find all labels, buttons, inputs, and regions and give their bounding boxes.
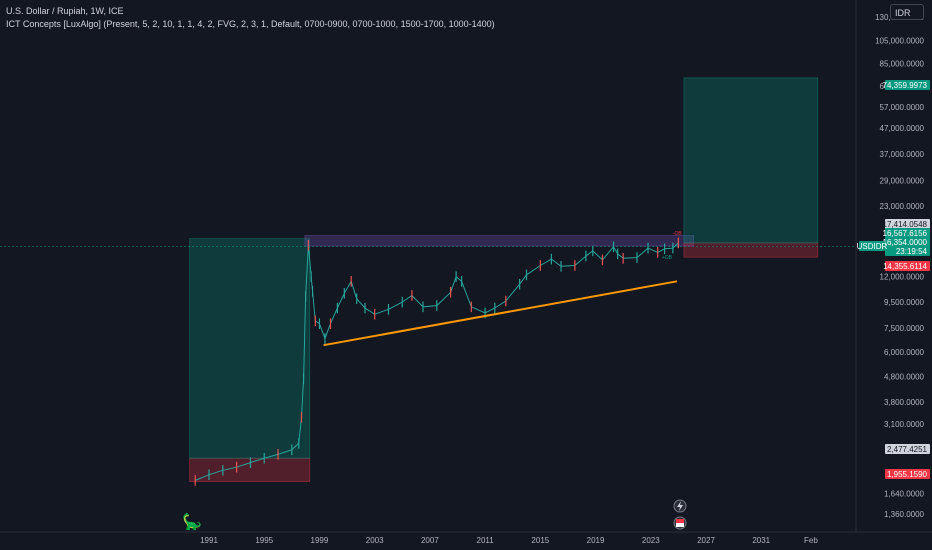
flag-icon-top	[676, 519, 684, 523]
price-tag-label: 1,955.1590	[887, 470, 928, 479]
price-tag: 14,355.6114	[883, 261, 930, 271]
price-tag-bg	[885, 228, 930, 238]
currency-selector[interactable]: IDR	[890, 4, 924, 20]
price-tag: 1,955.1590	[885, 469, 930, 479]
price-tag-bg	[885, 444, 930, 454]
price-tick-label: 47,000.0000	[880, 124, 925, 133]
annotations-layer: -OB +OB	[662, 231, 687, 530]
price-tag-label: 14,355.6114	[883, 262, 927, 271]
time-tick-label: 1999	[311, 536, 329, 545]
time-tick-label: 2011	[477, 536, 495, 545]
trendline[interactable]	[323, 280, 678, 347]
zone-box-1	[189, 238, 311, 459]
ob-label-1: +OB	[662, 255, 673, 261]
price-tick-label: 29,000.0000	[880, 177, 925, 186]
series-layer	[194, 237, 679, 486]
zone-box-3	[683, 242, 819, 258]
price-tick-label: 85,000.0000	[880, 59, 925, 68]
time-tick-label: 1995	[255, 536, 273, 545]
price-tick-label: 37,000.0000	[880, 150, 925, 159]
price-tick-label: 6,000.0000	[884, 348, 925, 357]
price-tick-label: 23,000.0000	[880, 202, 925, 211]
zone-box-4	[683, 77, 819, 244]
price-tag-bg	[885, 237, 930, 256]
price-tick-label: 1,360.0000	[884, 510, 925, 519]
price-tag-bg	[885, 469, 930, 479]
indicator-label[interactable]: ICT Concepts [LuxAlgo] (Present, 5, 2, 1…	[6, 19, 495, 29]
price-tag-label: 17,414.0548	[883, 220, 928, 229]
zone-box-0	[189, 457, 311, 482]
price-tick-label: 4,800.0000	[884, 373, 925, 382]
symbol-title[interactable]: U.S. Dollar / Rupiah, 1W, ICE	[6, 6, 124, 16]
price-tag-label: 16,354.0000	[883, 238, 928, 247]
price-tag-label: 74,359.9973	[883, 81, 928, 90]
price-tick-label: 7,500.0000	[884, 324, 925, 333]
price-tick-label: 3,800.0000	[884, 398, 925, 407]
price-tag: 17,414.0548	[883, 219, 930, 229]
time-tick-label: 2031	[752, 536, 770, 545]
zone-box-2	[304, 235, 694, 247]
symbol-tag-bg	[859, 241, 885, 251]
price-tick-label: 105,000.0000	[875, 36, 924, 45]
time-tick-label: 2019	[587, 536, 605, 545]
price-tag: 2,477.4251	[885, 444, 930, 454]
price-tag: 74,359.9973	[883, 80, 930, 90]
time-tick-label: Feb	[804, 536, 818, 545]
price-tag-label: 16,567.6156	[883, 229, 928, 238]
tradingview-logo-icon[interactable]: 🦕	[182, 514, 202, 531]
flag-icon-bottom	[676, 523, 684, 527]
price-axis-bg[interactable]	[856, 0, 932, 550]
price-tick-label: 1,640.0000	[884, 490, 925, 499]
countdown-label: 23:19:54	[896, 247, 928, 256]
time-tick-label: 2007	[421, 536, 439, 545]
time-tick-label: 2023	[642, 536, 660, 545]
chart-legend: U.S. Dollar / Rupiah, 1W, ICE ICT Concep…	[6, 5, 495, 31]
zone-boxes	[189, 77, 819, 482]
lightning-icon-glyph	[677, 501, 683, 511]
price-tag-label: 2,477.4251	[887, 445, 928, 454]
price-tag-bg	[885, 261, 930, 271]
ob-label-0: -OB	[673, 231, 683, 237]
symbol-tag-label: USDIDR	[857, 242, 888, 251]
price-tag-bg	[885, 219, 930, 229]
symbol-tag[interactable]: USDIDR	[857, 241, 888, 251]
price-tag-bg	[885, 80, 930, 90]
time-tick-label: 1991	[200, 536, 218, 545]
time-tick-label: 2015	[531, 536, 549, 545]
price-tags: 74,359.9973 17,414.054816,567.615616,354.…	[857, 80, 930, 479]
time-axis: 1991 1995 1999 2003 2007 2011 2015 2019 2023 2027…	[0, 531, 932, 545]
time-tick-label: 2027	[697, 536, 715, 545]
price-tick-label: 12,000.0000	[880, 273, 925, 282]
price-tick-label: 57,000.0000	[880, 103, 925, 112]
price-tag: 16,567.6156	[883, 228, 930, 238]
time-tick-label: 2003	[366, 536, 384, 545]
price-tick-label: 9,500.0000	[884, 298, 925, 307]
price-tick-label: 3,100.0000	[884, 420, 925, 429]
